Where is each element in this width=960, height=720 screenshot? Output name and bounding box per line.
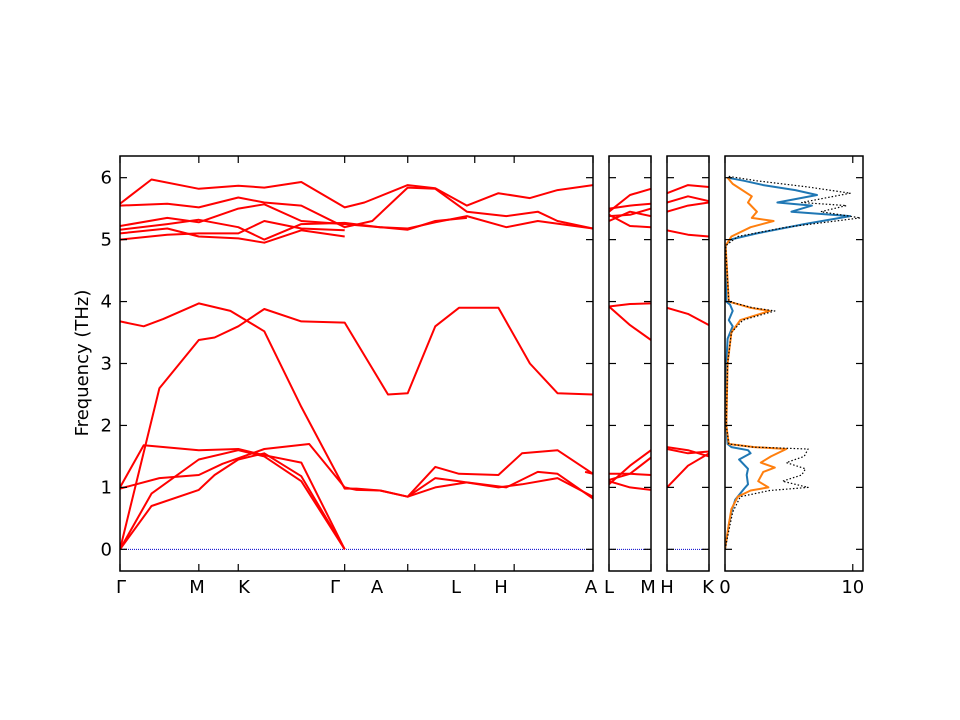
x-tick-label: Γ — [116, 577, 126, 598]
x-tick-label: H — [494, 577, 508, 598]
x-tick-label: A — [371, 577, 384, 598]
x-tick-label: 10 — [841, 577, 864, 598]
band-10 — [120, 216, 467, 241]
panel-frame — [119, 155, 594, 572]
x-tick-label: M — [640, 577, 656, 598]
y-tick-label: 5 — [101, 230, 112, 251]
band-7 — [120, 178, 593, 209]
panel-density-of-states: 0 10 — [719, 155, 864, 598]
x-tick-label: H — [660, 577, 674, 598]
dos-curve-2 — [725, 175, 862, 550]
band-8 — [609, 449, 651, 486]
band-5 — [120, 444, 346, 550]
band-11 — [120, 227, 345, 244]
x-tick-label: M — [189, 577, 205, 598]
band-4 — [667, 306, 709, 326]
band-1 — [667, 195, 709, 204]
band-7 — [667, 452, 709, 489]
band-2 — [120, 452, 346, 550]
panel-band-structure-main: 0 1 2 3 4 5 6 Γ M K Γ A L H A — [101, 155, 598, 598]
band-5 — [667, 446, 709, 458]
band-0 — [667, 184, 709, 195]
band-1 — [609, 202, 651, 210]
y-tick-label: 1 — [101, 477, 112, 498]
x-tick-label: 0 — [719, 577, 730, 598]
band-0 — [609, 187, 651, 213]
band-0 — [120, 306, 593, 550]
y-tick-label: 0 — [101, 539, 112, 560]
band-5 — [609, 302, 651, 308]
x-tick-label: K — [702, 577, 715, 598]
band-2 — [609, 207, 651, 218]
y-tick-label: 3 — [101, 354, 112, 375]
y-tick-label: 2 — [101, 415, 112, 436]
y-axis-label: Frequency (THz) — [72, 290, 93, 437]
band-6 — [407, 470, 593, 500]
plot-area — [725, 175, 862, 550]
x-tick-label: L — [451, 577, 461, 598]
band-3 — [120, 449, 346, 550]
band-4 — [609, 213, 651, 229]
x-tick-label: Γ — [330, 577, 340, 598]
band-2 — [667, 201, 709, 213]
band-12 — [120, 220, 345, 241]
x-tick-label: K — [238, 577, 251, 598]
y-tick-label: 4 — [101, 292, 112, 313]
plot-area — [609, 187, 651, 550]
band-9 — [609, 456, 651, 481]
band-6 — [609, 305, 651, 341]
band-8 — [120, 186, 593, 230]
band-4 — [120, 443, 593, 498]
x-tick-label: L — [604, 577, 614, 598]
band-3 — [667, 229, 709, 238]
band-10 — [609, 480, 651, 491]
band-6 — [667, 448, 709, 455]
y-tick-label: 6 — [101, 168, 112, 189]
band-1 — [120, 302, 593, 498]
plot-area — [120, 178, 593, 550]
x-tick-label: A — [585, 577, 598, 598]
dos-curve-0 — [725, 176, 852, 550]
